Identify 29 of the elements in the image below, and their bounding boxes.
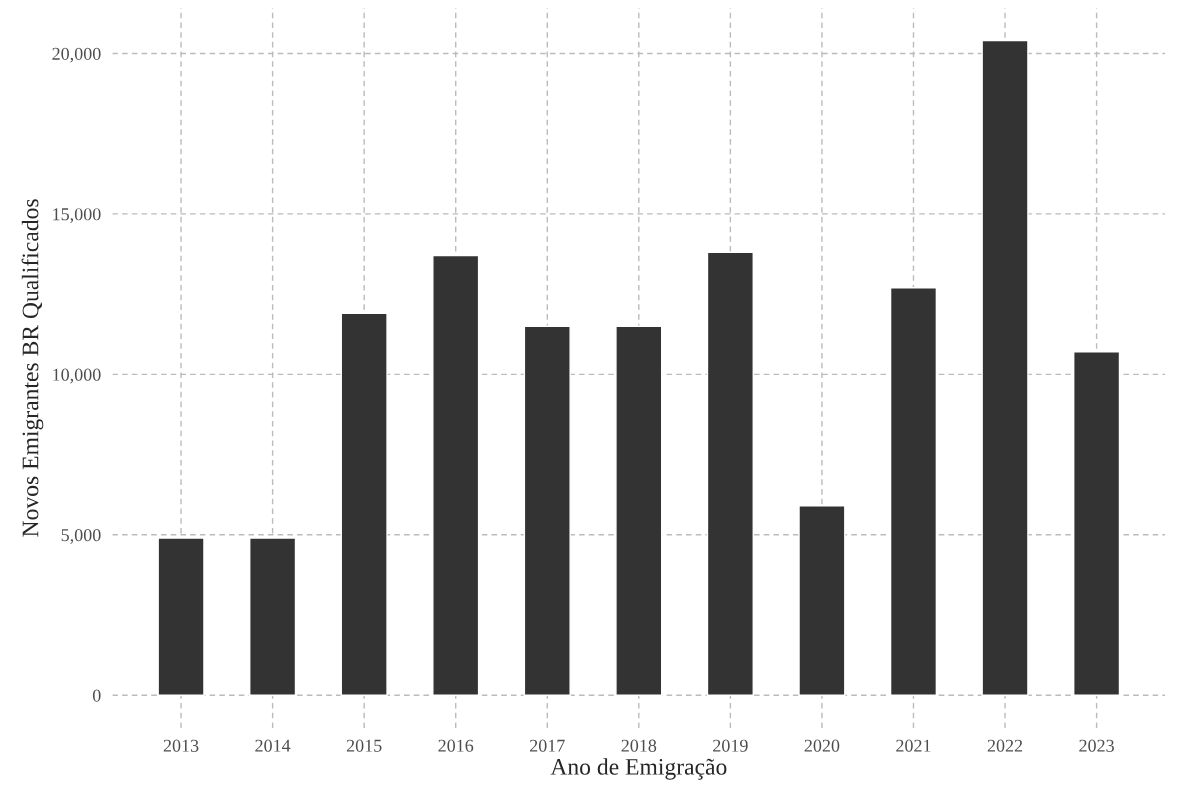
y-tick-label: 20,000 — [52, 47, 101, 63]
x-tick-label: 2014 — [255, 739, 291, 752]
y-tick-label: 0 — [92, 689, 101, 702]
x-tick-label: 2019 — [713, 739, 748, 752]
x-tick-label: 2018 — [621, 739, 657, 752]
x-tick-label: 2016 — [438, 739, 474, 752]
bar — [432, 254, 480, 696]
x-tick-label: 2022 — [987, 739, 1023, 752]
bar — [523, 325, 571, 696]
y-tick-label: 5,000 — [61, 529, 101, 544]
x-tick-label: 2023 — [1079, 739, 1114, 752]
bar — [706, 251, 754, 696]
y-axis-title: Novos Emigrantes BR Qualificados — [21, 199, 44, 537]
bar — [798, 505, 846, 696]
x-tick-label: 2017 — [530, 739, 565, 752]
bar — [889, 287, 938, 696]
x-tick-label: 2020 — [804, 739, 840, 752]
x-tick-label: 2013 — [163, 739, 199, 752]
bar — [615, 325, 663, 696]
bar — [249, 537, 297, 696]
bar — [1073, 351, 1121, 696]
x-axis-title: Ano de Emigração — [550, 758, 727, 780]
bar — [340, 312, 388, 696]
y-tick-label: 10,000 — [53, 368, 101, 384]
bar — [157, 537, 205, 696]
y-tick-label: 15,000 — [53, 208, 101, 223]
x-tick-label: 2015 — [346, 739, 382, 752]
x-tick-label: 2021 — [896, 739, 931, 752]
bar — [981, 39, 1029, 696]
